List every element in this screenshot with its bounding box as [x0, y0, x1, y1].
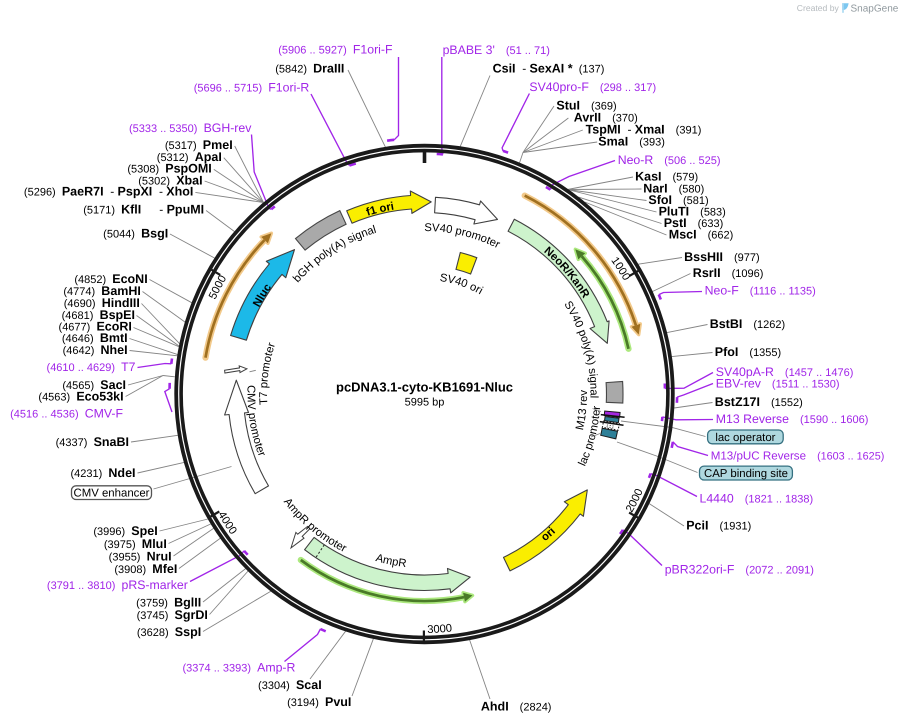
svg-text:L4440 (1821 .. 1838): L4440 (1821 .. 1838)	[700, 492, 814, 506]
svg-text:(5296) PaeR7I - PspXI - Xho: (5296) PaeR7I - PspXI - XhoI	[24, 185, 193, 199]
svg-text:(3304) ScaI: (3304) ScaI	[258, 678, 322, 692]
svg-text:SV40pA-R (1457 .. 1476): SV40pA-R (1457 .. 1476)	[716, 365, 854, 379]
svg-text:SV40pro-F (298 .. 317): SV40pro-F (298 .. 317)	[529, 80, 656, 94]
svg-text:(3908) MfeI: (3908) MfeI	[114, 562, 177, 576]
svg-text:AhdI (2824): AhdI (2824)	[481, 700, 552, 714]
svg-text:(4337) SnaBI: (4337) SnaBI	[56, 435, 129, 449]
svg-text:(4852) EcoNI: (4852) EcoNI	[74, 272, 147, 286]
svg-text:M13/pUC Reverse (1603 .. 1625: M13/pUC Reverse (1603 .. 1625)	[711, 450, 885, 463]
svg-text:(4565) SacI: (4565) SacI	[62, 378, 126, 392]
svg-text:(5317) PmeI: (5317) PmeI	[165, 138, 233, 152]
svg-text:BstZ17I (1552): BstZ17I (1552)	[715, 395, 803, 409]
svg-text:lac operator: lac operator	[715, 432, 775, 444]
svg-text:(4646) BmtI: (4646) BmtI	[62, 331, 128, 345]
svg-text:PstI (633): PstI (633)	[664, 216, 724, 230]
svg-text:(4642) NheI: (4642) NheI	[63, 343, 128, 357]
svg-text:pBABE 3' (51 .. 71): pBABE 3' (51 .. 71)	[443, 43, 550, 57]
svg-text:(3759) BglII: (3759) BglII	[136, 596, 201, 610]
svg-text:StuI (369): StuI (369)	[556, 99, 616, 113]
svg-text:BstBI (1262): BstBI (1262)	[710, 317, 785, 331]
svg-text:(4516 .. 4536) CMV-F: (4516 .. 4536) CMV-F	[10, 407, 123, 421]
svg-text:(5044) BsgI: (5044) BsgI	[103, 227, 168, 241]
svg-text:(4677) EcoRI: (4677) EcoRI	[59, 320, 132, 334]
svg-text:(3194) PvuI: (3194) PvuI	[287, 695, 351, 709]
svg-text:pBR322ori-F (2072 .. 2091): pBR322ori-F (2072 .. 2091)	[665, 563, 814, 577]
svg-text:CsiI - SexAI * (137): CsiI - SexAI * (137)	[493, 62, 605, 76]
svg-text:(3374 .. 3393) Amp-R: (3374 .. 3393) Amp-R	[183, 661, 296, 675]
svg-text:PfoI (1355): PfoI (1355)	[715, 345, 781, 359]
svg-text:(5333 .. 5350) BGH-rev: (5333 .. 5350) BGH-rev	[129, 121, 252, 135]
svg-text:BssHII (977): BssHII (977)	[684, 250, 760, 264]
svg-text:M13 Reverse (1590 .. 1606): M13 Reverse (1590 .. 1606)	[716, 412, 869, 426]
svg-text:5995 bp: 5995 bp	[405, 397, 445, 409]
svg-text:EBV-rev (1511 .. 1530): EBV-rev (1511 .. 1530)	[716, 377, 840, 391]
svg-text:(4563) Eco53kI: (4563) Eco53kI	[38, 390, 123, 404]
svg-text:Neo-F (1116 .. 1135): Neo-F (1116 .. 1135)	[705, 284, 816, 298]
svg-text:PluTI (583): PluTI (583)	[659, 205, 726, 219]
svg-text:CMV enhancer: CMV enhancer	[74, 488, 150, 500]
svg-text:NarI (580): NarI (580)	[643, 182, 704, 196]
svg-text:PciI (1931): PciI (1931)	[686, 519, 751, 533]
svg-text:KasI (579): KasI (579)	[635, 170, 698, 184]
svg-text:CAP binding site: CAP binding site	[704, 468, 788, 480]
svg-text:Created by: Created by	[797, 3, 840, 13]
svg-text:SmaI (393): SmaI (393)	[598, 135, 665, 149]
svg-text:(4231) NdeI: (4231) NdeI	[70, 466, 135, 480]
svg-text:(3955) NruI: (3955) NruI	[109, 550, 172, 564]
svg-text:3000: 3000	[427, 622, 452, 636]
svg-text:(4681) BspEI: (4681) BspEI	[62, 308, 135, 322]
svg-text:(5906 .. 5927) F1ori-F: (5906 .. 5927) F1ori-F	[278, 43, 393, 57]
svg-text:(3975) MluI: (3975) MluI	[104, 537, 167, 551]
svg-text:(4690) HindIII: (4690) HindIII	[64, 296, 140, 310]
svg-text:AvrII (370): AvrII (370)	[574, 111, 638, 125]
svg-text:(5842) DraIII: (5842) DraIII	[275, 62, 344, 76]
svg-text:SnapGene: SnapGene	[851, 3, 899, 14]
svg-text:Neo-R (506 .. 525): Neo-R (506 .. 525)	[618, 153, 721, 167]
svg-text:(5696 .. 5715) F1ori-R: (5696 .. 5715) F1ori-R	[194, 81, 310, 95]
svg-text:(3628) SspI: (3628) SspI	[137, 625, 201, 639]
svg-text:(3745) SgrDI: (3745) SgrDI	[137, 608, 208, 622]
svg-text:(4610 .. 4629) T7: (4610 .. 4629) T7	[47, 360, 136, 374]
svg-text:(4774) BamHI: (4774) BamHI	[63, 284, 141, 298]
svg-text:(5302) XbaI: (5302) XbaI	[138, 173, 202, 187]
svg-text:(5312) ApaI: (5312) ApaI	[157, 150, 222, 164]
svg-text:(3791 .. 3810) pRS-marker: (3791 .. 3810) pRS-marker	[47, 578, 188, 592]
svg-text:M13 rev: M13 rev	[574, 390, 590, 432]
svg-text:pcDNA3.1-cyto-KB1691-Nluc: pcDNA3.1-cyto-KB1691-Nluc	[336, 380, 513, 395]
svg-text:(5308) PspOMI: (5308) PspOMI	[127, 162, 211, 176]
svg-text:RsrII (1096): RsrII (1096)	[693, 266, 764, 280]
svg-text:(3996) SpeI: (3996) SpeI	[93, 524, 157, 538]
svg-text:(5171) KflI - PpuMI: (5171) KflI - PpuMI	[83, 203, 204, 217]
svg-text:SfoI (581): SfoI (581)	[648, 193, 708, 207]
svg-text:TspMI - XmaI (391): TspMI - XmaI (391)	[586, 123, 702, 137]
svg-text:MscI (662): MscI (662)	[669, 228, 733, 242]
